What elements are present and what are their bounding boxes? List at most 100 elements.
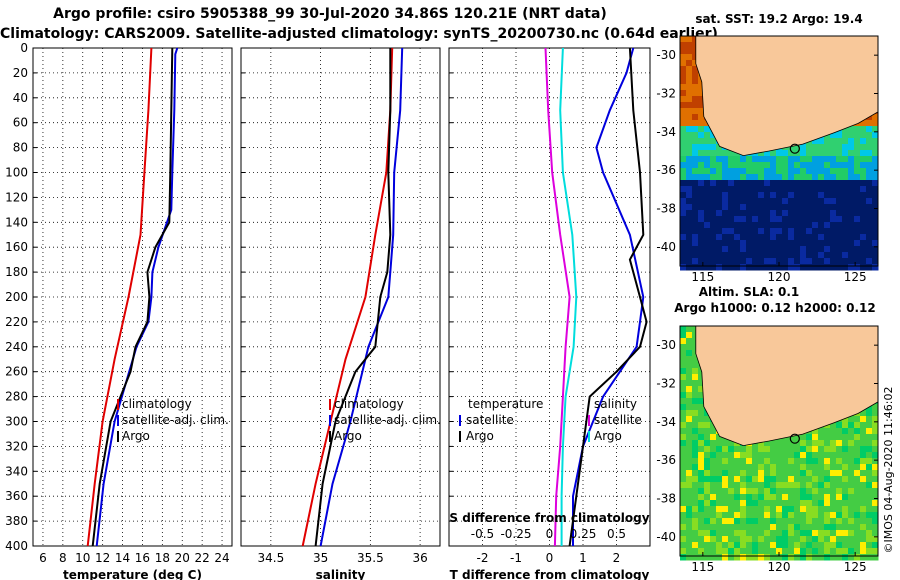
sla-map-cell: [752, 518, 759, 525]
sla-map-cell: [758, 476, 765, 483]
sst-map-cell: [752, 246, 759, 253]
sla-map-cell: [818, 518, 825, 525]
sst-map-cell: [842, 222, 849, 229]
sst-map-cell: [824, 186, 831, 193]
sst-map-cell: [710, 186, 717, 193]
sst-map-cell: [722, 246, 729, 253]
sla-map-cell: [686, 344, 693, 351]
sst-map-cell: [680, 180, 687, 187]
sla-map-cell: [686, 326, 693, 333]
sla-map-cell: [872, 422, 879, 429]
sst-map-cell: [806, 150, 813, 157]
sla-map-cell: [854, 422, 861, 429]
sla-map-cell: [764, 440, 771, 447]
sla-map-cell: [866, 428, 873, 435]
sla-map-cell: [866, 482, 873, 489]
sst-map-cell: [842, 264, 849, 271]
sla-map-cell: [704, 452, 711, 459]
sst-map-cell: [680, 72, 687, 79]
sla-map-cell: [722, 548, 729, 555]
sla-map-cell: [836, 494, 843, 501]
sla-map-cell: [848, 440, 855, 447]
sst-map-cell: [860, 264, 867, 271]
sst-map-cell: [686, 264, 693, 271]
sla-map-cell: [698, 488, 705, 495]
sst-map-cell: [812, 192, 819, 199]
sst-map-cell: [758, 174, 765, 181]
sst-map-cell: [686, 102, 693, 109]
sst-map-cell: [728, 174, 735, 181]
sst-map-cell: [818, 240, 825, 247]
sst-map-cell: [734, 210, 741, 217]
sla-map-cell: [854, 494, 861, 501]
sla-map-cell: [692, 398, 699, 405]
sla-map-cell: [806, 554, 813, 561]
sst-map-cell: [776, 210, 783, 217]
sla-map-cell: [728, 452, 735, 459]
sla-map-cell: [680, 428, 687, 435]
depth-tick-label: 220: [5, 315, 28, 329]
sla-map-cell: [776, 518, 783, 525]
diff-legend-s-title: salinity: [594, 397, 637, 411]
sla-map-cell: [788, 458, 795, 465]
sla-map-cell: [812, 506, 819, 513]
sla-map-cell: [698, 470, 705, 477]
sst-map-cell: [794, 198, 801, 205]
sst-map-cell: [698, 240, 705, 247]
sst-map-cell: [788, 216, 795, 223]
sst-map-cell: [746, 198, 753, 205]
sst-map-cell: [680, 222, 687, 229]
sla-map-cell: [812, 464, 819, 471]
sla-map-cell: [710, 476, 717, 483]
sla-map-cell: [728, 470, 735, 477]
sst-map-cell: [818, 138, 825, 145]
sla-map-cell: [836, 464, 843, 471]
sst-map-cell: [722, 240, 729, 247]
sst-map-cell: [836, 174, 843, 181]
salinity-xlabel: salinity: [316, 568, 366, 580]
sst-map-cell: [812, 150, 819, 157]
sst-map-cell: [752, 222, 759, 229]
sst-map-cell: [686, 258, 693, 265]
sla-map-cell: [728, 506, 735, 513]
sst-map-cell: [776, 186, 783, 193]
sst-map-cell: [752, 192, 759, 199]
sst-map-cell: [782, 198, 789, 205]
sst-map-cell: [806, 156, 813, 163]
sla-map-cell: [794, 530, 801, 537]
sst-map-cell: [794, 264, 801, 271]
sla-map-cell: [782, 488, 789, 495]
sla-map-cell: [830, 530, 837, 537]
sst-map-cell: [800, 174, 807, 181]
sst-map-cell: [866, 156, 873, 163]
diff-s-tick-label: 0.5: [607, 527, 626, 541]
sla-map-cell: [788, 524, 795, 531]
sst-map-cell: [686, 156, 693, 163]
depth-tick-label: 80: [13, 141, 28, 155]
sla-map-cell: [704, 512, 711, 519]
sla-map-cell: [842, 536, 849, 543]
sla-map-cell: [710, 440, 717, 447]
difference-xtick-label: 2: [613, 551, 621, 565]
sst-map-cell: [860, 258, 867, 265]
salinity-legend-label: climatology: [334, 397, 404, 411]
sst-map-cell: [788, 186, 795, 193]
sla-map-cell: [746, 530, 753, 537]
depth-tick-label: 120: [5, 190, 28, 204]
sla-map-cell: [680, 344, 687, 351]
sla-map-cell: [782, 446, 789, 453]
sst-map-cell: [848, 228, 855, 235]
sla-map-cell: [872, 518, 879, 525]
sla-map-cell: [686, 530, 693, 537]
depth-tick-label: 180: [5, 265, 28, 279]
sla-map-cell: [734, 524, 741, 531]
sst-map-cell: [818, 252, 825, 259]
sla-map-cell: [692, 536, 699, 543]
sla-map-cell: [836, 500, 843, 507]
sst-map-cell: [860, 144, 867, 151]
sst-map-cell: [680, 96, 687, 103]
sst-map-cell: [692, 156, 699, 163]
temperature-xlabel: temperature (deg C): [63, 568, 202, 580]
